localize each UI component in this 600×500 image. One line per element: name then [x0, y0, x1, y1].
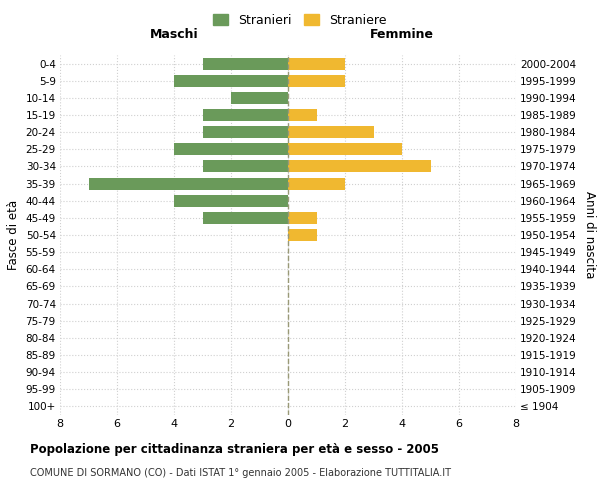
Bar [288, 229, 317, 241]
Bar [203, 160, 288, 172]
Bar [174, 194, 288, 206]
Bar [288, 58, 345, 70]
Text: Popolazione per cittadinanza straniera per età e sesso - 2005: Popolazione per cittadinanza straniera p… [30, 442, 439, 456]
Bar [203, 126, 288, 138]
Bar [231, 92, 288, 104]
Text: Femmine: Femmine [370, 28, 434, 40]
Text: COMUNE DI SORMANO (CO) - Dati ISTAT 1° gennaio 2005 - Elaborazione TUTTITALIA.IT: COMUNE DI SORMANO (CO) - Dati ISTAT 1° g… [30, 468, 451, 477]
Bar [288, 74, 345, 86]
Legend: Stranieri, Straniere: Stranieri, Straniere [208, 8, 392, 32]
Bar [203, 109, 288, 121]
Bar [89, 178, 288, 190]
Bar [288, 178, 345, 190]
Bar [288, 144, 402, 156]
Bar [203, 212, 288, 224]
Bar [288, 109, 317, 121]
Y-axis label: Anni di nascita: Anni di nascita [583, 192, 596, 278]
Bar [203, 58, 288, 70]
Bar [288, 212, 317, 224]
Bar [174, 144, 288, 156]
Text: Maschi: Maschi [149, 28, 199, 40]
Bar [174, 74, 288, 86]
Bar [288, 160, 431, 172]
Y-axis label: Fasce di età: Fasce di età [7, 200, 20, 270]
Bar [288, 126, 373, 138]
